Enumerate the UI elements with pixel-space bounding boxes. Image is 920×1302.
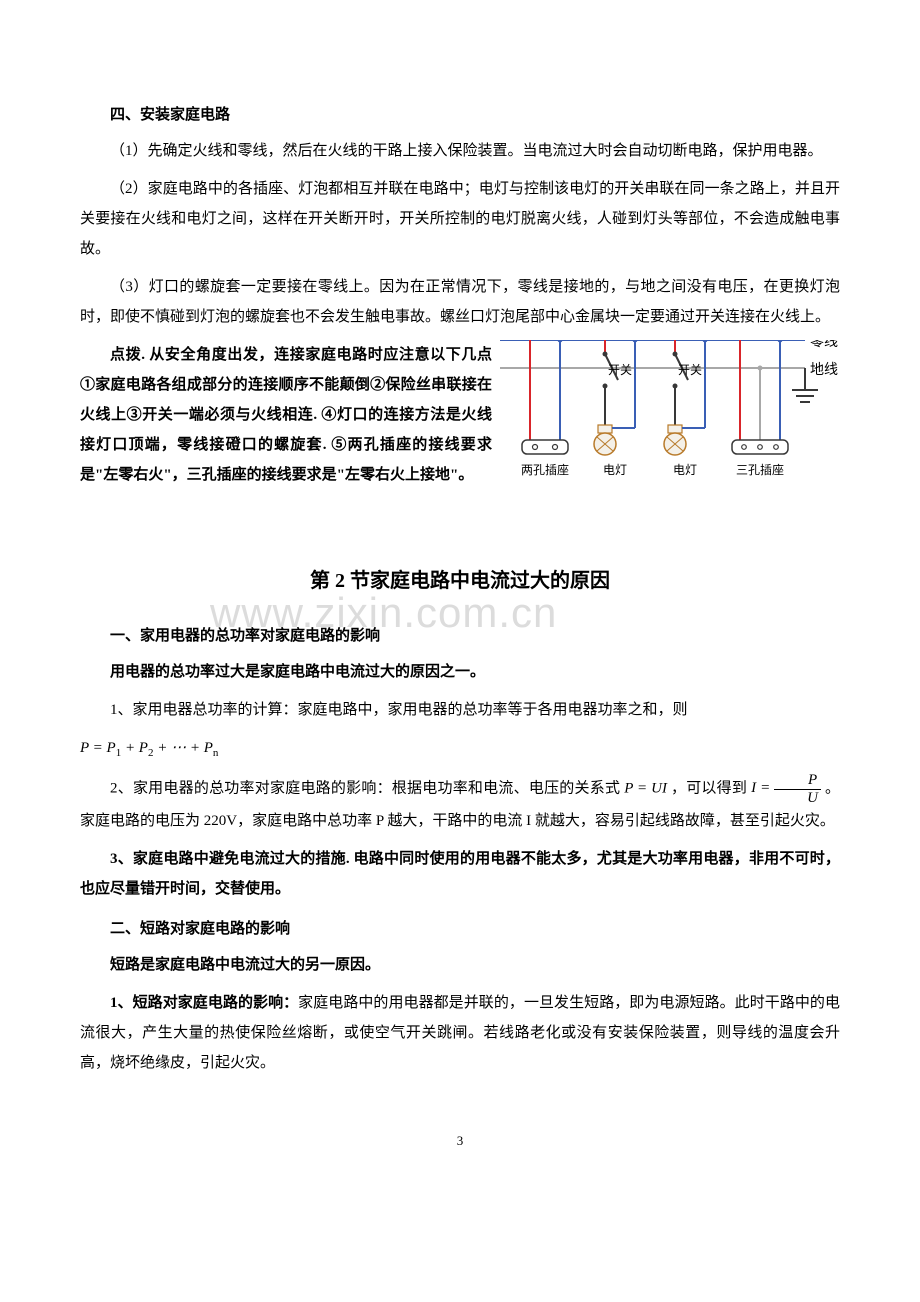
formula-sum: P = P1 + P2 + ⋯ + Pn — [80, 733, 840, 764]
ch2-s2-p1: 1、短路对家庭电路的影响：家庭电路中的用电器都是并联的，一旦发生短路，即为电源短… — [80, 988, 840, 1078]
section-4-p3: （3）灯口的螺旋套一定要接在零线上。因为在正常情况下，零线是接地的，与地之间没有… — [80, 272, 840, 332]
ch2-s1-p2-b: ，可以得到 — [671, 780, 747, 796]
section-4-heading: 四、安装家庭电路 — [80, 100, 840, 130]
chapter-2-title: 第 2 节家庭电路中电流过大的原因 — [80, 561, 840, 601]
label-di: 地线 — [810, 362, 838, 378]
tip-prefix: 点拨. — [110, 347, 145, 363]
label-liangkong: 两孔插座 — [521, 462, 569, 477]
ch2-s1-p2-a: 2、家用电器的总功率对家庭电路的影响：根据电功率和电流、电压的关系式 — [110, 780, 620, 796]
tip-body: 从安全角度出发，连接家庭电路时应注意以下几点①家庭电路各组成部分的连接顺序不能颠… — [80, 347, 492, 483]
ch2-s2-p1-prefix: 1、短路对家庭电路的影响： — [110, 995, 298, 1011]
ch2-s1-p1: 1、家用电器总功率的计算：家庭电路中，家用电器的总功率等于各用电器功率之和，则 — [80, 695, 840, 725]
formula-pui: P = UI — [624, 780, 671, 796]
tip-block: 火线 零线 地线 两孔插座 — [80, 340, 840, 501]
section-4-p1: （1）先确定火线和零线，然后在火线的干路上接入保险装置。当电流过大时会自动切断电… — [80, 136, 840, 166]
ch2-s2-intro: 短路是家庭电路中电流过大的另一原因。 — [80, 950, 840, 980]
label-ling: 零线 — [810, 340, 838, 350]
label-kaiguan-1: 开关 — [608, 363, 632, 377]
label-sankong: 三孔插座 — [736, 462, 784, 477]
ch2-s2-heading: 二、短路对家庭电路的影响 — [80, 914, 840, 944]
ch2-s1-p1-text: 1、家用电器总功率的计算：家庭电路中，家用电器的总功率等于各用电器功率之和，则 — [110, 702, 688, 718]
ch2-s1-intro: 用电器的总功率过大是家庭电路中电流过大的原因之一。 — [80, 657, 840, 687]
label-diandeng-1: 电灯 — [603, 463, 627, 477]
circuit-diagram: 火线 零线 地线 两孔插座 — [500, 340, 840, 501]
page-number: 3 — [80, 1128, 840, 1154]
formula-ipu: I = PU — [751, 780, 825, 796]
section-4-p2: （2）家庭电路中的各插座、灯泡都相互并联在电路中；电灯与控制该电灯的开关串联在同… — [80, 174, 840, 264]
label-diandeng-2: 电灯 — [673, 463, 697, 477]
ch2-s1-p2: 2、家用电器的总功率对家庭电路的影响：根据电功率和电流、电压的关系式 P = U… — [80, 772, 840, 836]
label-kaiguan-2: 开关 — [678, 363, 702, 377]
ch2-s1-p3: 3、家庭电路中避免电流过大的措施. 电路中同时使用的用电器不能太多，尤其是大功率… — [80, 844, 840, 904]
ch2-s1-heading: 一、家用电器的总功率对家庭电路的影响 — [80, 621, 840, 651]
